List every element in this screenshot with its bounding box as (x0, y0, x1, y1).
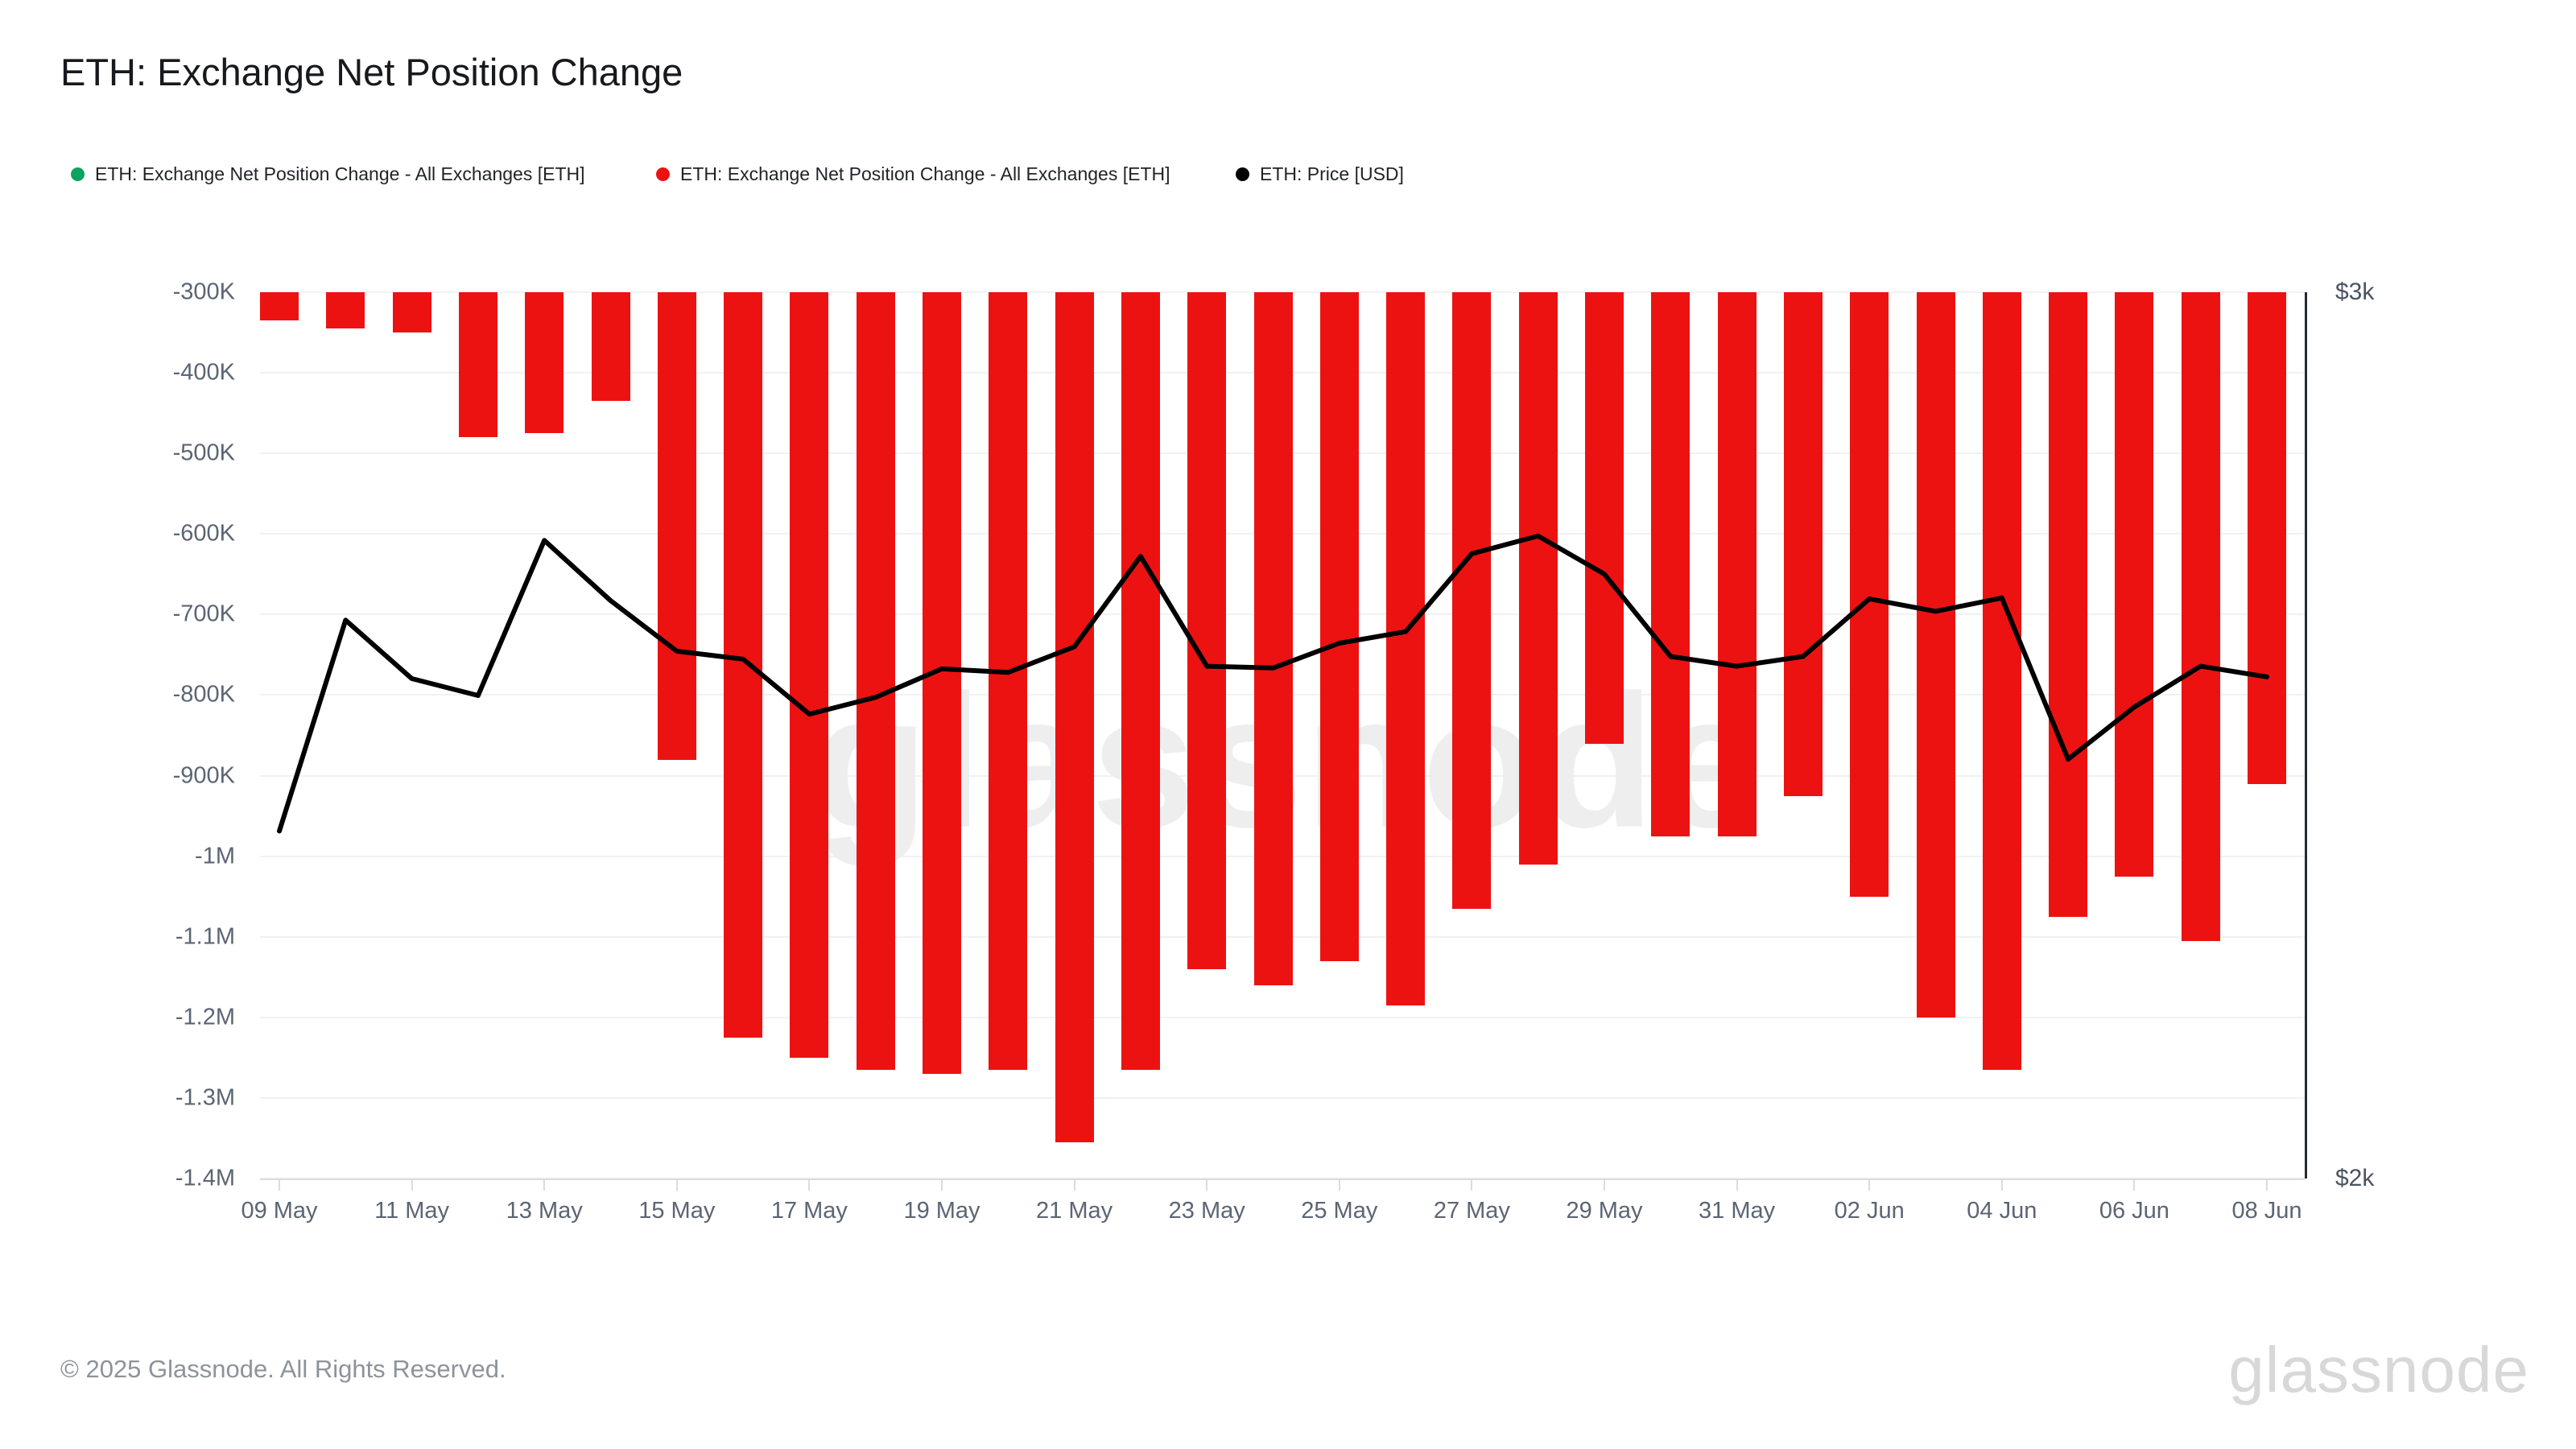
bar (458, 292, 497, 438)
right-axis-line (2305, 292, 2307, 1179)
x-axis-tick (1868, 1179, 1871, 1191)
bar (1121, 292, 1160, 1070)
red-dot-icon (656, 167, 670, 181)
bar (326, 292, 365, 329)
x-axis-tick-label: 21 May (1036, 1198, 1113, 1224)
x-axis-tick-label: 08 Jun (2231, 1198, 2302, 1224)
legend-item-net-position-red[interactable]: ETH: Exchange Net Position Change - All … (656, 158, 1170, 190)
x-axis-tick (1471, 1179, 1473, 1191)
bar (2248, 292, 2286, 784)
y-axis-tick-label: -900K (172, 762, 235, 789)
y-axis-tick-label: -500K (172, 440, 235, 466)
x-axis-tick-label: 15 May (638, 1198, 716, 1224)
x-axis-tick-label: 11 May (374, 1198, 450, 1224)
bar (260, 292, 299, 321)
bar (856, 292, 895, 1070)
legend-item-net-position-green[interactable]: ETH: Exchange Net Position Change - All … (71, 158, 585, 190)
bar (1319, 292, 1359, 961)
black-dot-icon (1236, 167, 1249, 181)
bar (525, 292, 564, 434)
bar (1717, 292, 1757, 836)
x-axis-tick-label: 17 May (770, 1198, 848, 1224)
y-axis-tick-label: -800K (172, 681, 235, 708)
y-axis-tick-label: -300K (172, 279, 235, 305)
legend: ETH: Exchange Net Position Change - All … (0, 158, 2576, 190)
x-axis-tick (2000, 1179, 2003, 1191)
y-axis-tick-label: -1M (195, 843, 235, 869)
x-axis-tick-label: 27 May (1433, 1198, 1510, 1224)
x-axis-tick (1073, 1179, 1075, 1191)
glassnode-logo: glassnode (2228, 1334, 2529, 1406)
x-axis-tick-label: 06 Jun (2099, 1198, 2169, 1224)
x-axis-tick (411, 1179, 413, 1191)
bar (1651, 292, 1690, 836)
legend-item-price[interactable]: ETH: Price [USD] (1236, 158, 1404, 190)
bar (2181, 292, 2220, 941)
x-axis-tick-label: 25 May (1301, 1198, 1378, 1224)
y-axis-tick-label: -1.4M (175, 1165, 235, 1191)
x-axis-tick-label: 13 May (506, 1198, 583, 1224)
legend-label: ETH: Exchange Net Position Change - All … (680, 163, 1170, 184)
bar (1055, 292, 1094, 1142)
y-axis-tick-label: -400K (172, 359, 235, 386)
y-gridline (260, 1096, 2305, 1099)
bar (657, 292, 696, 760)
bar (392, 292, 431, 333)
bar (1585, 292, 1624, 744)
bar (1253, 292, 1293, 985)
y-axis-tick-label: -600K (172, 520, 235, 547)
x-axis-tick (1604, 1179, 1605, 1191)
legend-label: ETH: Price [USD] (1260, 163, 1404, 184)
bar (724, 292, 763, 1038)
x-axis-tick-label: 19 May (903, 1198, 980, 1224)
bar (1916, 292, 1955, 1018)
y-axis-tick-label: -1.2M (175, 1004, 235, 1030)
bar (2049, 292, 2088, 917)
right-axis-tick-label: $3k (2335, 279, 2375, 305)
y-axis-tick-label: -1.1M (175, 923, 235, 950)
bar (591, 292, 630, 402)
x-axis-tick (543, 1179, 546, 1191)
bar (1982, 292, 2021, 1070)
x-axis-baseline (260, 1179, 2305, 1180)
x-axis-tick (1736, 1179, 1738, 1191)
x-axis-tick (941, 1179, 943, 1191)
right-axis-tick-label: $2k (2335, 1165, 2375, 1191)
y-gridline (260, 1016, 2305, 1018)
x-axis-tick-label: 02 Jun (1834, 1198, 1905, 1224)
green-dot-icon (71, 167, 85, 181)
x-axis-tick-label: 31 May (1699, 1198, 1776, 1224)
x-axis-tick (1338, 1179, 1340, 1191)
bar (1850, 292, 1889, 897)
bar (989, 292, 1028, 1070)
page-title: ETH: Exchange Net Position Change (60, 51, 683, 93)
bar (1783, 292, 1823, 796)
x-axis-tick-label: 04 Jun (1967, 1198, 2037, 1224)
x-axis-tick (2133, 1179, 2136, 1191)
bar (1187, 292, 1227, 969)
x-axis-tick (2266, 1179, 2268, 1191)
price-polyline (277, 533, 2269, 834)
x-axis-tick-label: 29 May (1566, 1198, 1643, 1224)
x-axis-tick (808, 1179, 811, 1191)
x-axis-tick (675, 1179, 678, 1191)
x-axis-tick-label: 23 May (1168, 1198, 1245, 1224)
bar (1518, 292, 1558, 865)
x-axis-tick (279, 1179, 280, 1191)
copyright-text: © 2025 Glassnode. All Rights Reserved. (60, 1355, 506, 1383)
legend-label: ETH: Exchange Net Position Change - All … (95, 163, 585, 184)
y-axis-tick-label: -700K (172, 601, 235, 627)
bar (1452, 292, 1492, 909)
bar (2115, 292, 2154, 877)
bar (1386, 292, 1426, 1005)
x-axis-tick (1206, 1179, 1208, 1191)
bar (790, 292, 829, 1058)
x-axis-tick-label: 09 May (241, 1198, 318, 1224)
y-axis-tick-label: -1.3M (175, 1084, 235, 1111)
bar (923, 292, 961, 1074)
